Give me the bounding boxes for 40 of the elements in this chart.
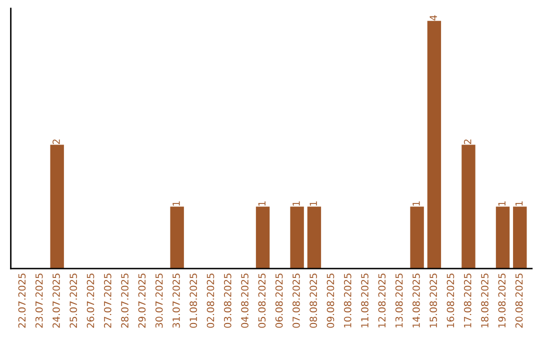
x-tick-label: 13.08.2025 <box>395 274 403 328</box>
x-tick-label: 14.08.2025 <box>412 274 420 328</box>
x-tick-label: 04.08.2025 <box>241 274 248 328</box>
x-tick-label: 31.07.2025 <box>172 274 180 328</box>
x-tick-label: 23.07.2025 <box>35 274 43 328</box>
x-tick-label: 15.08.2025 <box>430 274 438 328</box>
x-tick-label: 02.08.2025 <box>206 274 214 328</box>
x-tick-label: 12.08.2025 <box>378 274 386 328</box>
data-label: 2 <box>464 140 472 144</box>
x-tick-label: 08.08.2025 <box>310 274 318 328</box>
data-label: 1 <box>498 201 506 206</box>
x-tick-label: 30.07.2025 <box>155 274 163 328</box>
x-tick-label: 28.07.2025 <box>121 274 128 328</box>
x-tick-label: 27.07.2025 <box>104 274 112 328</box>
data-label: 2 <box>52 140 60 144</box>
x-tick-label: 06.08.2025 <box>275 274 283 328</box>
data-label: 1 <box>412 201 420 206</box>
x-tick-label: 25.07.2025 <box>70 274 78 328</box>
x-tick-label: 24.07.2025 <box>52 274 60 328</box>
x-tick-label: 26.07.2025 <box>86 274 94 328</box>
x-tick-label: 01.08.2025 <box>190 274 198 328</box>
x-tick-label: 20.08.2025 <box>515 274 523 328</box>
data-label: 1 <box>292 201 300 206</box>
x-tick-label: 17.08.2025 <box>464 274 472 328</box>
x-tick-label: 16.08.2025 <box>446 274 454 328</box>
x-tick-label: 29.07.2025 <box>138 274 146 328</box>
data-label: 1 <box>172 201 180 206</box>
x-tick-label: 07.08.2025 <box>292 274 300 328</box>
x-tick-label: 03.08.2025 <box>224 274 232 328</box>
data-label: 1 <box>310 201 317 206</box>
x-tick-label: 11.08.2025 <box>361 274 368 328</box>
x-tick-label: 10.08.2025 <box>344 274 352 328</box>
x-tick-label: 05.08.2025 <box>258 274 266 328</box>
x-tick-label: 19.08.2025 <box>498 274 506 328</box>
data-label: 1 <box>515 201 523 206</box>
x-tick-label: 18.08.2025 <box>481 274 488 328</box>
data-label: 4 <box>430 15 437 20</box>
x-tick-label: 09.08.2025 <box>326 274 334 328</box>
x-tick-label: 22.07.2025 <box>18 274 26 328</box>
data-label: 1 <box>258 201 266 206</box>
